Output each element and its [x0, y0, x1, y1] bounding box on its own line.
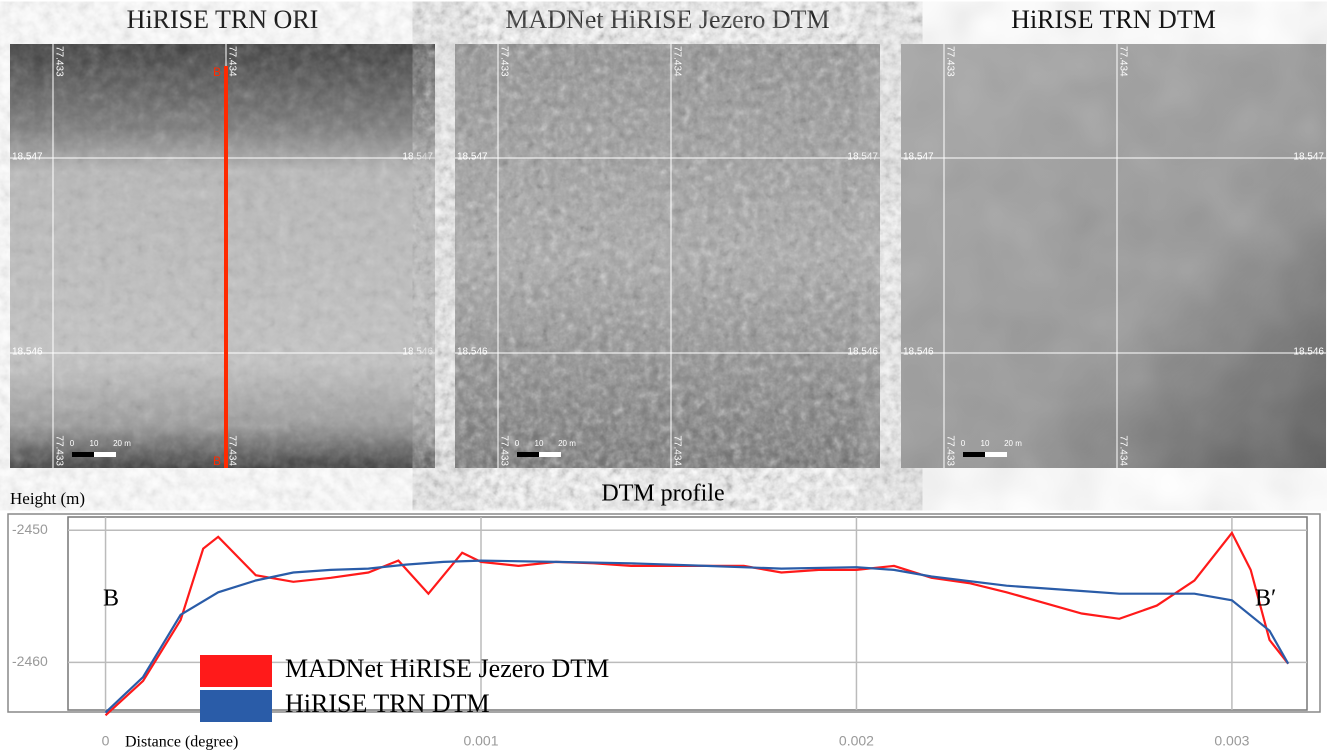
- lon-label: 77.433: [53, 435, 64, 466]
- y-tick-label: -2460: [12, 653, 48, 669]
- lat-label: 18.546: [12, 347, 43, 358]
- scale-label: 0: [70, 439, 75, 448]
- page: {"panels": [ {"title": "HiRISE TRN ORI",…: [0, 0, 1327, 755]
- legend-swatch: [200, 655, 272, 687]
- lat-label: 18.546: [1293, 347, 1324, 358]
- lon-label: 77.434: [1117, 46, 1128, 77]
- annotation: B′: [1255, 586, 1276, 612]
- scale-bar: [985, 452, 1007, 457]
- lon-label: 77.434: [671, 435, 682, 466]
- scale-label: 20 m: [113, 439, 131, 448]
- map-texture: [901, 44, 1326, 468]
- lon-label: 77.433: [944, 46, 955, 77]
- lat-label: 18.547: [847, 152, 878, 163]
- lon-label: 77.433: [498, 46, 509, 77]
- lat-label: 18.546: [847, 347, 878, 358]
- scale-label: 10: [535, 439, 544, 448]
- lon-label: 77.433: [498, 435, 509, 466]
- x-tick-label: 0.002: [839, 733, 874, 749]
- x-tick-label: 0.003: [1214, 733, 1249, 749]
- scale-bar: [72, 452, 94, 457]
- lat-label: 18.546: [402, 347, 433, 358]
- lat-label: 18.547: [1293, 152, 1324, 163]
- map-texture: [10, 44, 435, 468]
- lon-label: 77.434: [671, 46, 682, 77]
- scale-label: 20 m: [1004, 439, 1022, 448]
- y-tick-label: -2450: [12, 521, 48, 537]
- x-tick-label: 0.001: [463, 733, 498, 749]
- lat-label: 18.547: [402, 152, 433, 163]
- lat-label: 18.547: [457, 152, 488, 163]
- legend-swatch: [200, 690, 272, 722]
- chart-title: DTM profile: [601, 481, 724, 507]
- scale-label: 0: [515, 439, 520, 448]
- lon-label: 77.434: [1117, 435, 1128, 466]
- scale-label: 10: [981, 439, 990, 448]
- profile-end: B: [213, 454, 221, 468]
- panel-title: MADNet HiRISE Jezero DTM: [505, 5, 829, 34]
- lat-label: 18.547: [12, 152, 43, 163]
- scale-bar: [94, 452, 116, 457]
- lon-label: 77.434: [226, 46, 237, 77]
- lat-label: 18.546: [903, 347, 934, 358]
- y-axis-label: Height (m): [10, 489, 85, 508]
- profile-end: B: [213, 65, 221, 79]
- scale-bar: [963, 452, 985, 457]
- x-axis-label: Distance (degree): [125, 734, 238, 751]
- scale-bar: [517, 452, 539, 457]
- legend-label: HiRISE TRN DTM: [285, 689, 490, 718]
- lat-label: 18.546: [457, 347, 488, 358]
- annotation: B: [103, 586, 119, 612]
- x-tick-label: 0: [102, 733, 110, 749]
- scale-label: 10: [90, 439, 99, 448]
- lon-label: 77.433: [53, 46, 64, 77]
- lon-label: 77.434: [226, 435, 237, 466]
- panel-title: HiRISE TRN DTM: [1011, 5, 1216, 34]
- scale-bar: [539, 452, 561, 457]
- lat-label: 18.547: [903, 152, 934, 163]
- lon-label: 77.433: [944, 435, 955, 466]
- figure: HiRISE TRN ORI 77.433 77.434 77.433 77.434 18…: [0, 0, 1327, 755]
- panel-title: HiRISE TRN ORI: [127, 5, 319, 34]
- scale-label: 0: [961, 439, 966, 448]
- legend-label: MADNet HiRISE Jezero DTM: [285, 654, 609, 683]
- scale-label: 20 m: [558, 439, 576, 448]
- map-texture: [455, 44, 880, 468]
